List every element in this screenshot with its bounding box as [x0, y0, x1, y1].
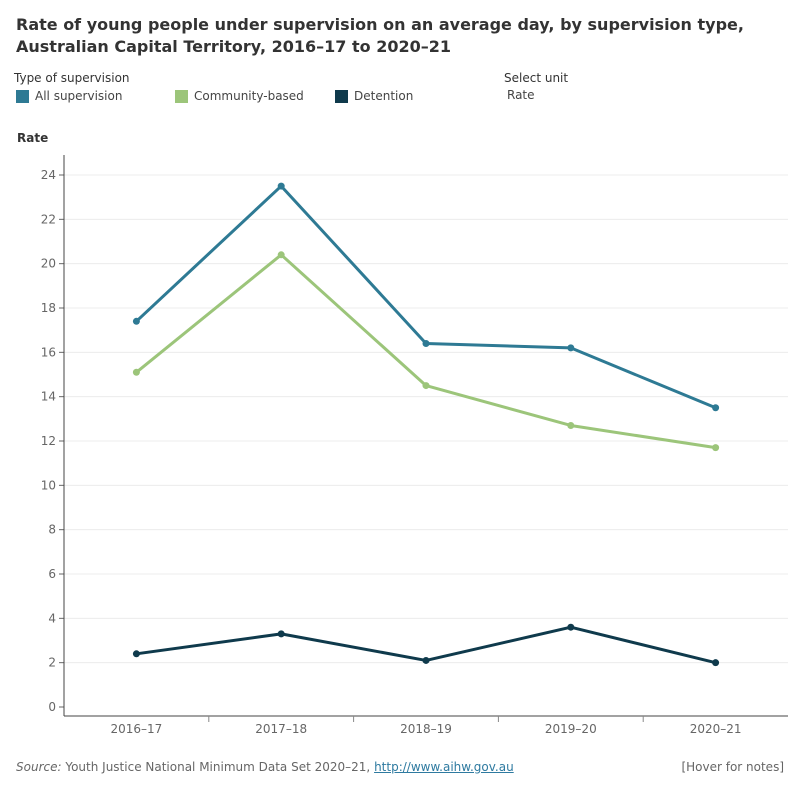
legend-swatch-all-supervision [16, 89, 29, 103]
x-tick-labels: 2016–17 2017–18 2018–19 2019–20 2020–21 [110, 722, 741, 736]
series-points [132, 182, 720, 667]
source-note: Source: Youth Justice National Minimum D… [16, 760, 514, 774]
data-point [132, 368, 140, 376]
series-line-community-based [135, 253, 716, 450]
data-point [567, 623, 575, 631]
legend-swatch-detention [335, 89, 348, 103]
axes [59, 155, 788, 722]
y-tick-label: 18 [41, 301, 56, 315]
legend-label: Detention [354, 89, 414, 103]
data-point [277, 251, 285, 259]
data-point [422, 382, 430, 390]
chart-title: Rate of young people under supervision o… [16, 15, 744, 56]
source-link[interactable]: http://www.aihw.gov.au [374, 760, 514, 774]
y-tick-label: 8 [48, 523, 56, 537]
legend-item-detention[interactable]: Detention [335, 89, 413, 103]
x-tick-label: 2016–17 [110, 722, 162, 736]
y-tick-label: 12 [41, 434, 56, 448]
y-tick-label: 14 [41, 390, 56, 404]
y-tick-label: 0 [48, 700, 56, 714]
series-lines [135, 184, 717, 665]
y-tick-label: 24 [41, 168, 56, 182]
x-tick-label: 2020–21 [690, 722, 742, 736]
x-tick-label: 2018–19 [400, 722, 452, 736]
y-tick-label: 20 [41, 257, 56, 271]
legend-item-community-based[interactable]: Community-based [175, 89, 304, 103]
data-point [277, 630, 285, 638]
data-point [567, 344, 575, 352]
legend-label: All supervision [35, 89, 123, 103]
unit-selector-heading: Select unit [504, 71, 569, 85]
data-point [712, 404, 720, 412]
data-point [132, 650, 140, 658]
y-tick-label: 4 [48, 611, 56, 625]
data-point [712, 659, 720, 667]
unit-selector[interactable]: Rate [507, 88, 535, 102]
data-point [422, 339, 430, 347]
legend-heading: Type of supervision [14, 71, 130, 85]
data-point [567, 421, 575, 429]
grid-lines [64, 174, 788, 664]
source-text: Youth Justice National Minimum Data Set … [61, 760, 375, 774]
legend-item-all-supervision[interactable]: All supervision [16, 89, 122, 103]
x-tick-label: 2019–20 [545, 722, 597, 736]
y-tick-label: 16 [41, 345, 56, 359]
y-axis-title: Rate [17, 131, 49, 145]
y-tick-label: 2 [48, 656, 56, 670]
hover-notes[interactable]: [Hover for notes] [681, 760, 784, 774]
y-tick-label: 6 [48, 567, 56, 581]
data-point [422, 656, 430, 664]
y-tick-label: 22 [41, 212, 56, 226]
legend-label: Community-based [194, 89, 304, 103]
x-tick-label: 2017–18 [255, 722, 307, 736]
data-point [277, 182, 285, 190]
source-label: Source: [16, 760, 62, 774]
data-point [712, 444, 720, 452]
legend-swatch-community-based [175, 89, 188, 103]
data-point [132, 317, 140, 325]
y-tick-label: 10 [41, 478, 56, 492]
